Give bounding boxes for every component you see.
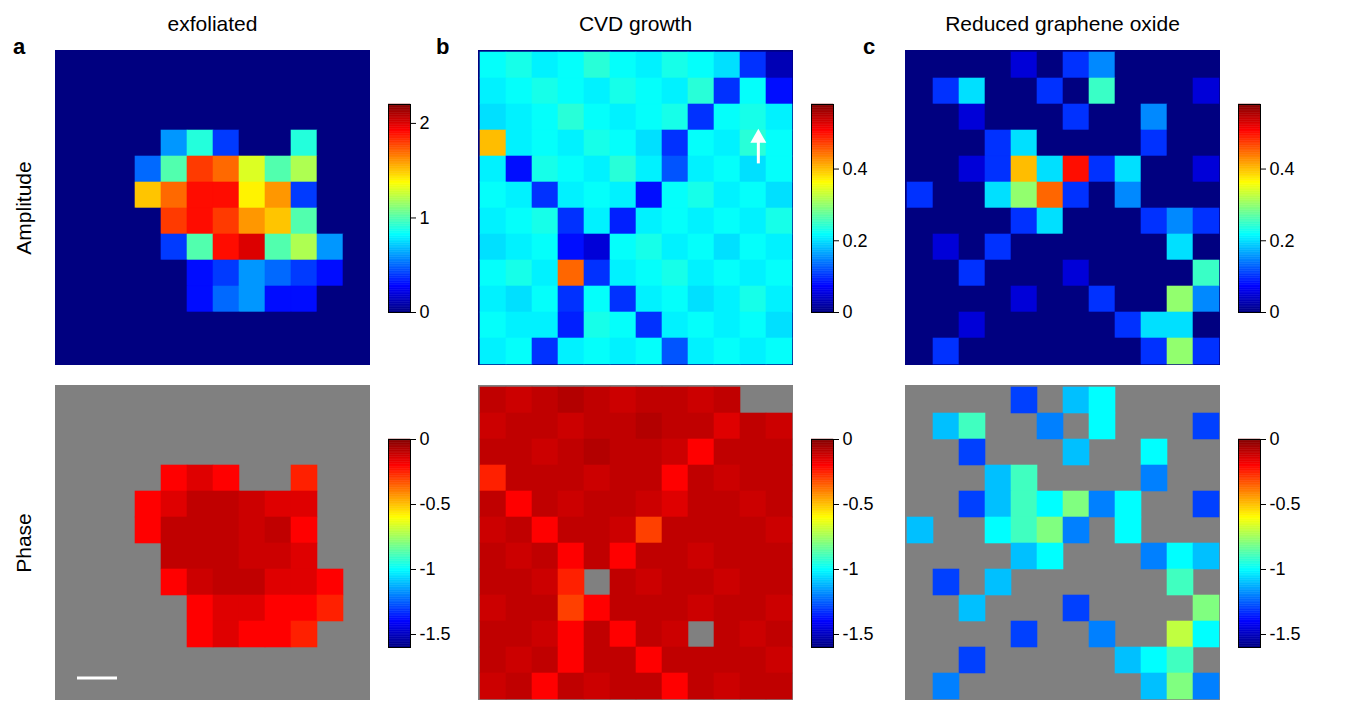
- svg-text:0: 0: [420, 429, 430, 449]
- html-text:c: c: [863, 34, 876, 59]
- html-text:Reduced graphene oxide: Reduced graphene oxide: [945, 12, 1180, 35]
- svg-text:-0.5: -0.5: [420, 494, 451, 514]
- svg-text:0.4: 0.4: [1270, 158, 1295, 178]
- svg-text:2: 2: [420, 113, 430, 133]
- html-text:CVD growth: CVD growth: [578, 12, 693, 35]
- svg-text:1: 1: [420, 207, 430, 227]
- svg-text:-1.5: -1.5: [420, 624, 451, 644]
- html-text:b: b: [436, 34, 450, 59]
- svg-text:0.4: 0.4: [843, 158, 868, 178]
- svg-text:-1: -1: [843, 559, 859, 579]
- html-text:Amplitude: Amplitude: [12, 160, 35, 255]
- svg-text:-1: -1: [420, 559, 436, 579]
- html-text:exfoliated: exfoliated: [167, 12, 258, 35]
- svg-text:0: 0: [843, 302, 853, 322]
- svg-text:-0.5: -0.5: [843, 494, 874, 514]
- svg-text:-1: -1: [1270, 559, 1286, 579]
- svg-text:0.2: 0.2: [1270, 230, 1295, 250]
- html-text:Phase: Phase: [12, 512, 35, 573]
- svg-text:0: 0: [843, 429, 853, 449]
- svg-text:0: 0: [1270, 429, 1280, 449]
- svg-text:0.2: 0.2: [843, 230, 868, 250]
- svg-text:0: 0: [1270, 302, 1280, 322]
- svg-text:-1.5: -1.5: [843, 624, 874, 644]
- svg-text:-0.5: -0.5: [1270, 494, 1301, 514]
- html-text:a: a: [13, 34, 26, 59]
- svg-text:-1.5: -1.5: [1270, 624, 1301, 644]
- svg-text:0: 0: [420, 302, 430, 322]
